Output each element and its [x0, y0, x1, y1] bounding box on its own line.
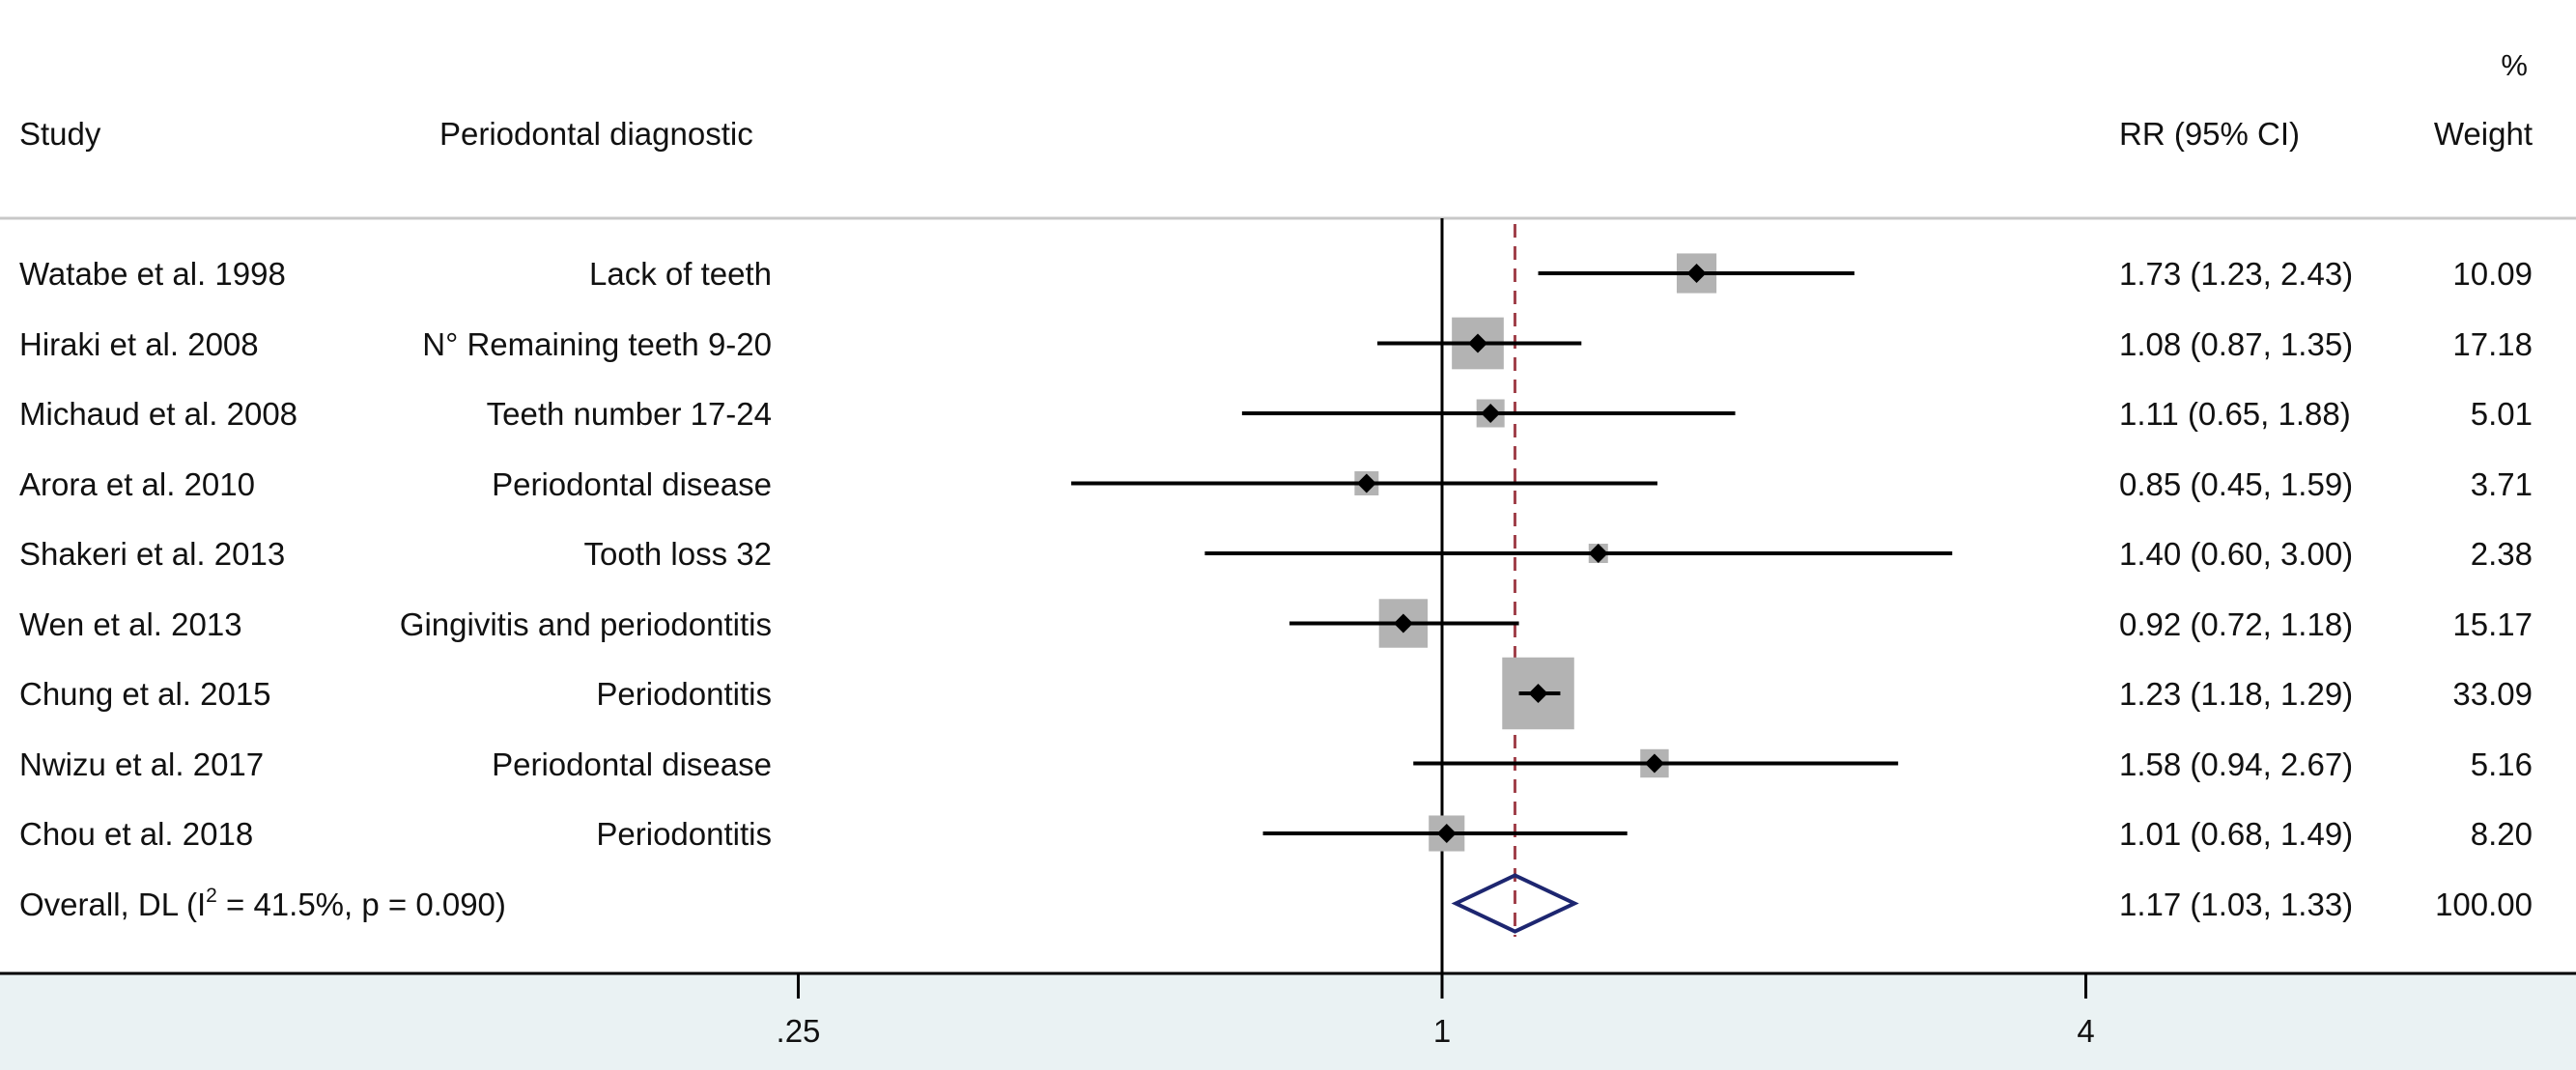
header-study: Study: [19, 116, 101, 152]
weight-text: 33.09: [2452, 676, 2533, 712]
point-estimate: [1393, 613, 1413, 634]
study-name: Chou et al. 2018: [19, 816, 254, 852]
study-name: Shakeri et al. 2013: [19, 536, 286, 572]
rr-ci-text: 0.85 (0.45, 1.59): [2119, 465, 2354, 502]
periodontal-diagnostic: Periodontal disease: [492, 465, 772, 502]
study-name: Arora et al. 2010: [19, 465, 255, 502]
x-tick-label: .25: [777, 1013, 821, 1049]
rr-ci-text: 1.08 (0.87, 1.35): [2119, 325, 2354, 362]
periodontal-diagnostic: Periodontal disease: [492, 746, 772, 782]
rr-ci-text: 0.92 (0.72, 1.18): [2119, 605, 2354, 642]
weight-text: 5.16: [2470, 746, 2533, 782]
overall-rr-text: 1.17 (1.03, 1.33): [2119, 886, 2354, 922]
periodontal-diagnostic: Tooth loss 32: [583, 536, 772, 572]
rr-ci-text: 1.58 (0.94, 2.67): [2119, 746, 2354, 782]
rr-ci-text: 1.73 (1.23, 2.43): [2119, 256, 2354, 292]
x-tick-label: 4: [2077, 1013, 2094, 1049]
point-estimate: [1436, 824, 1457, 843]
point-estimate: [1468, 333, 1488, 353]
rr-ci-text: 1.01 (0.68, 1.49): [2119, 816, 2354, 852]
weight-text: 2.38: [2470, 536, 2533, 572]
rr-ci-text: 1.11 (0.65, 1.88): [2119, 396, 2351, 432]
periodontal-diagnostic: Teeth number 17-24: [486, 396, 772, 432]
weight-text: 8.20: [2470, 816, 2533, 852]
weight-text: 3.71: [2470, 465, 2533, 502]
overall-weight-text: 100.00: [2435, 886, 2533, 922]
periodontal-diagnostic: Periodontitis: [596, 676, 772, 712]
study-name: Hiraki et al. 2008: [19, 325, 259, 362]
point-estimate: [1644, 753, 1664, 774]
weight-text: 5.01: [2470, 396, 2533, 432]
study-name: Nwizu et al. 2017: [19, 746, 265, 782]
overall-label: Overall, DL (I2 = 41.5%, p = 0.090): [19, 884, 506, 922]
pooled-diamond: [1451, 873, 1579, 934]
point-estimate: [1528, 684, 1548, 703]
periodontal-diagnostic: N° Remaining teeth 9-20: [422, 325, 772, 362]
header-weight: Weight: [2433, 116, 2533, 152]
study-name: Chung et al. 2015: [19, 676, 271, 712]
point-estimate: [1588, 544, 1608, 563]
header-rr: RR (95% CI): [2119, 116, 2301, 152]
study-name: Michaud et al. 2008: [19, 396, 298, 432]
study-name: Wen et al. 2013: [19, 605, 242, 642]
axis-band: [0, 973, 2576, 1070]
study-name: Watabe et al. 1998: [19, 256, 286, 292]
point-estimate: [1686, 264, 1707, 283]
point-estimate: [1481, 404, 1501, 423]
rr-ci-text: 1.40 (0.60, 3.00): [2119, 536, 2354, 572]
weight-text: 15.17: [2452, 605, 2533, 642]
weight-text: 10.09: [2452, 256, 2533, 292]
periodontal-diagnostic: Periodontitis: [596, 816, 772, 852]
x-tick-label: 1: [1433, 1013, 1451, 1049]
weight-text: 17.18: [2452, 325, 2533, 362]
header-diagnostic: Periodontal diagnostic: [439, 116, 753, 152]
point-estimate: [1356, 473, 1376, 493]
periodontal-diagnostic: Lack of teeth: [589, 256, 772, 292]
rr-ci-text: 1.23 (1.18, 1.29): [2119, 676, 2354, 712]
periodontal-diagnostic: Gingivitis and periodontitis: [399, 605, 772, 642]
header-weight-percent: %: [2501, 48, 2528, 82]
